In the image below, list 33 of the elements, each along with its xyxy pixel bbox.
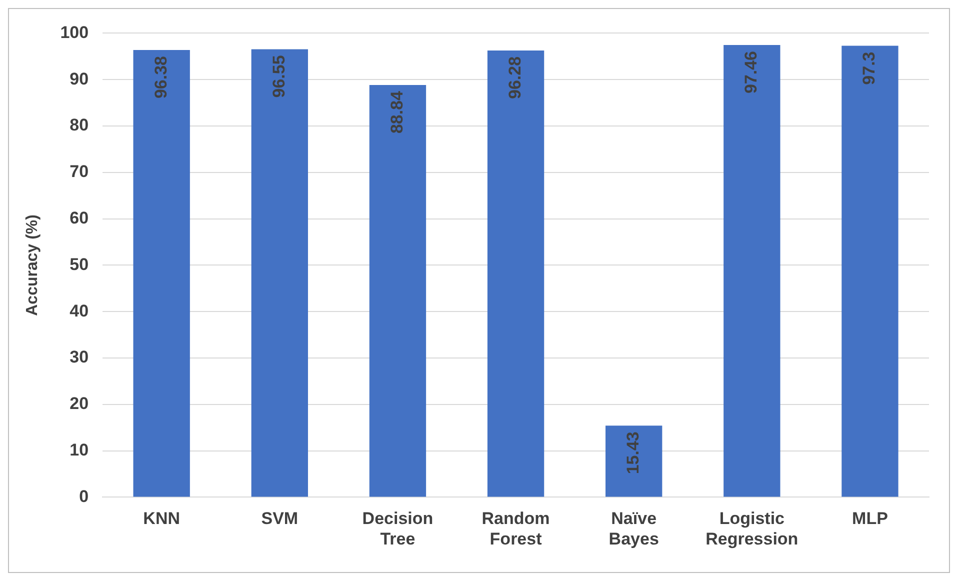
data-label: 96.55 — [269, 55, 288, 98]
data-label: 96.28 — [505, 56, 524, 100]
x-tick-label: Random Forest — [482, 509, 550, 548]
bar — [724, 44, 780, 497]
y-tick-label: 40 — [70, 301, 89, 320]
x-tick-label: Logistic Regression — [706, 509, 798, 548]
y-tick-label: 80 — [70, 116, 89, 135]
data-label: 97.3 — [860, 52, 879, 85]
bar — [842, 46, 898, 497]
y-tick-label: 90 — [70, 69, 89, 88]
x-tick-label: SVM — [261, 509, 298, 528]
data-label: 15.43 — [624, 432, 643, 474]
bar — [133, 50, 190, 497]
data-label: 88.84 — [387, 90, 406, 134]
bar — [251, 49, 308, 497]
y-tick-label: 20 — [70, 394, 89, 414]
bar — [487, 50, 544, 497]
x-tick-label: Decision Tree — [362, 509, 434, 548]
data-label: 97.46 — [742, 50, 761, 94]
y-tick-label: 30 — [70, 348, 89, 367]
y-tick-label: 10 — [70, 440, 89, 460]
x-tick-label: KNN — [143, 509, 180, 528]
x-tick-label: MLP — [852, 509, 888, 528]
y-axis-title: Accuracy (%) — [24, 214, 42, 316]
y-tick-label: 50 — [70, 254, 89, 274]
y-tick-label: 0 — [79, 486, 89, 506]
bar — [606, 426, 662, 497]
y-tick-label: 70 — [70, 162, 89, 182]
y-tick-label: 100 — [60, 22, 89, 42]
y-tick-label: 60 — [70, 208, 89, 228]
x-tick-label: Naïve Bayes — [608, 509, 659, 548]
data-label: 96.38 — [151, 56, 170, 99]
bar — [369, 84, 426, 497]
